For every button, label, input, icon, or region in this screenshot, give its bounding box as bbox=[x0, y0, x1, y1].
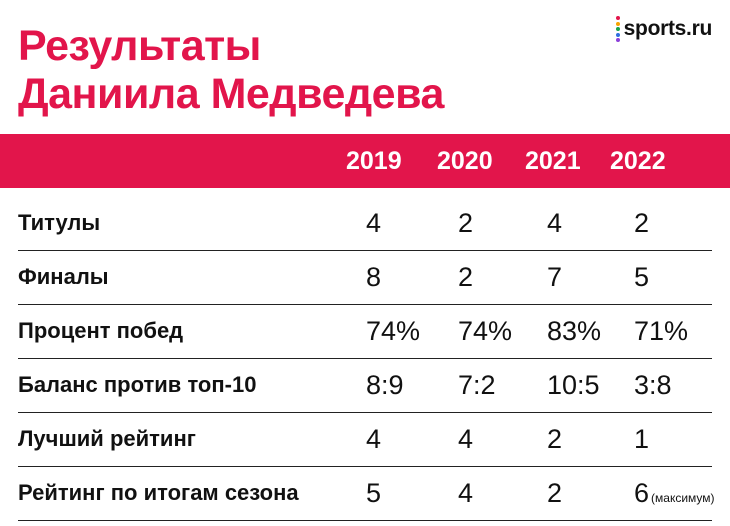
row-label: Лучший рейтинг bbox=[18, 426, 196, 451]
cell-value: 8:9 bbox=[366, 370, 404, 400]
table-cell: 2 bbox=[547, 466, 562, 520]
table-cell: 2 bbox=[634, 196, 649, 250]
cell-value: 4 bbox=[366, 208, 382, 238]
table-row: Баланс против топ-10 8:9 7:2 10:5 3:8 bbox=[18, 358, 712, 413]
brand-dot bbox=[615, 32, 620, 37]
table-cell: 71% bbox=[634, 304, 688, 358]
row-label: Процент побед bbox=[18, 318, 184, 343]
cell-value: 2 bbox=[547, 478, 563, 508]
cell-value: 5 bbox=[366, 478, 382, 508]
table-cell: 5 bbox=[366, 466, 381, 520]
cell-note: (максимум) bbox=[651, 491, 715, 505]
page-title: Результаты Даниила Медведева bbox=[18, 22, 444, 118]
year-header: 2021 bbox=[525, 147, 581, 175]
year-header: 2019 bbox=[346, 147, 402, 175]
table-cell: 1 bbox=[634, 412, 649, 466]
cell-value: 1 bbox=[634, 424, 650, 454]
cell-value: 2 bbox=[547, 424, 563, 454]
cell-value: 2 bbox=[458, 262, 474, 292]
table-cell: 5 bbox=[634, 250, 649, 304]
cell-value: 74% bbox=[366, 316, 421, 346]
cell-value: 71% bbox=[634, 316, 689, 346]
table-cell: 7:2 bbox=[458, 358, 496, 412]
cell-value: 5 bbox=[634, 262, 650, 292]
brand-dot bbox=[615, 21, 620, 26]
cell-value: 6 bbox=[634, 478, 650, 508]
cell-value: 7 bbox=[547, 262, 563, 292]
brand-dot bbox=[615, 38, 620, 42]
cell-value: 10:5 bbox=[547, 370, 600, 400]
table-cell: 74% bbox=[458, 304, 512, 358]
brand-dot bbox=[615, 16, 620, 20]
row-label: Баланс против топ-10 bbox=[18, 372, 257, 397]
table-row: Рейтинг по итогам сезона 5 4 2 6 (максимум) bbox=[18, 466, 715, 521]
table-cell: 10:5 bbox=[547, 358, 600, 412]
table-cell: 2 bbox=[458, 196, 473, 250]
table-row: Лучший рейтинг 4 4 2 1 bbox=[18, 412, 712, 467]
table-cell: 6 (максимум) bbox=[634, 466, 715, 520]
table-cell: 2 bbox=[547, 412, 562, 466]
table-cell: 2 bbox=[458, 250, 473, 304]
cell-value: 4 bbox=[458, 424, 474, 454]
table-cell: 83% bbox=[547, 304, 601, 358]
table-cell: 4 bbox=[458, 466, 473, 520]
brand-name: sports.ru bbox=[623, 17, 713, 40]
brand-dot bbox=[615, 27, 620, 31]
cell-value: 4 bbox=[458, 478, 474, 508]
cell-value: 7:2 bbox=[458, 370, 496, 400]
row-label: Титулы bbox=[18, 210, 101, 235]
cell-value: 83% bbox=[547, 316, 602, 346]
table-cell: 8 bbox=[366, 250, 381, 304]
row-label: Финалы bbox=[18, 264, 109, 289]
title-line-1: Результаты bbox=[18, 22, 261, 70]
table-cell: 4 bbox=[547, 196, 562, 250]
table-cell: 3:8 bbox=[634, 358, 672, 412]
cell-value: 2 bbox=[634, 208, 650, 238]
table-cell: 7 bbox=[547, 250, 562, 304]
table-cell: 4 bbox=[366, 412, 381, 466]
table-cell: 4 bbox=[458, 412, 473, 466]
cell-value: 8 bbox=[366, 262, 382, 292]
brand-dots-icon bbox=[615, 16, 620, 42]
cell-value: 3:8 bbox=[634, 370, 672, 400]
row-label: Рейтинг по итогам сезона bbox=[18, 480, 299, 505]
title-line-2: Даниила Медведева bbox=[18, 70, 444, 118]
table-cell: 4 bbox=[366, 196, 381, 250]
table-row: Финалы 8 2 7 5 bbox=[18, 250, 712, 305]
table-cell: 8:9 bbox=[366, 358, 404, 412]
cell-value: 74% bbox=[458, 316, 513, 346]
cell-value: 2 bbox=[458, 208, 474, 238]
year-header: 2022 bbox=[610, 147, 666, 175]
table-row: Титулы 4 2 4 2 bbox=[18, 196, 712, 251]
cell-value: 4 bbox=[547, 208, 563, 238]
table-row: Процент побед 74% 74% 83% 71% bbox=[18, 304, 712, 359]
year-header: 2020 bbox=[437, 147, 493, 175]
table-cell: 74% bbox=[366, 304, 420, 358]
brand-logo: sports.ru bbox=[615, 16, 713, 42]
table-header: 2019 2020 2021 2022 bbox=[0, 134, 730, 188]
cell-value: 4 bbox=[366, 424, 382, 454]
